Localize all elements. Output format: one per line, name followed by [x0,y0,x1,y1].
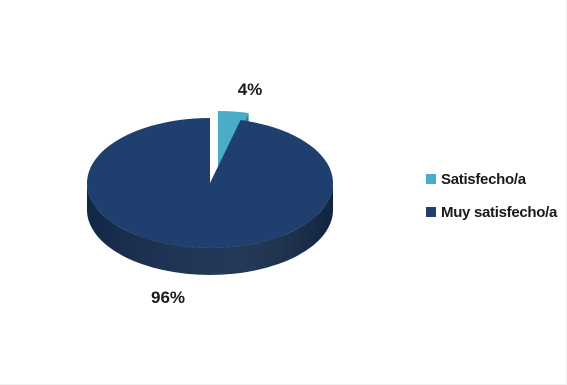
data-label-muy-satisfecho: 96% [151,288,185,307]
legend-swatch-muy-satisfecho [426,207,436,217]
legend-item-muy-satisfecho: Muy satisfecho/a [426,204,558,221]
legend: Satisfecho/a Muy satisfecho/a [426,171,558,221]
pie-slice-muy-satisfecho-a [87,118,334,248]
pie-side-shading [87,183,333,275]
legend-label-muy-satisfecho: Muy satisfecho/a [441,204,558,221]
pie-tops [87,111,334,248]
legend-label-satisfecho: Satisfecho/a [441,171,527,188]
data-label-satisfecho: 4% [238,80,263,99]
legend-swatch-satisfecho [426,174,436,184]
legend-item-satisfecho: Satisfecho/a [426,171,527,188]
